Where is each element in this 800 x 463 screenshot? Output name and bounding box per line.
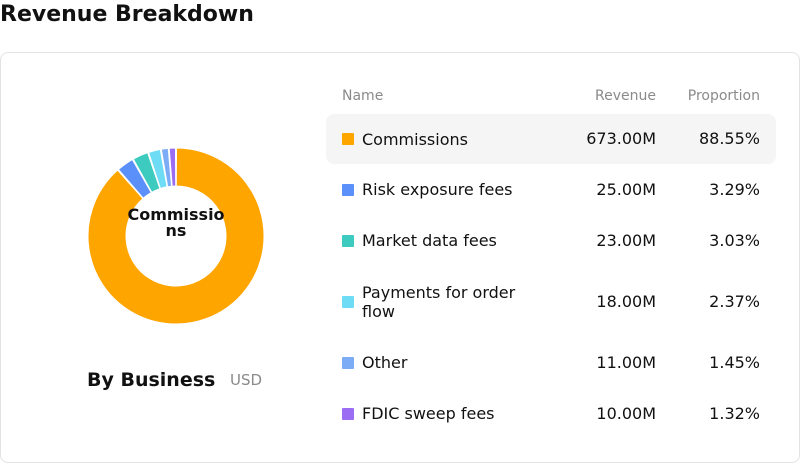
donut-slice-other[interactable]	[160, 147, 173, 188]
header-revenue: Revenue	[595, 88, 656, 104]
donut-chart: Commissions	[87, 147, 265, 325]
donut-svg	[87, 147, 265, 325]
header-proportion: Proportion	[687, 88, 760, 104]
legend-swatch	[342, 407, 354, 420]
row-name: Market data fees	[362, 231, 497, 250]
page-title: Revenue Breakdown	[0, 2, 254, 27]
table-row[interactable]: Payments for order flow 18.00M 2.37%	[326, 266, 776, 337]
legend-swatch	[342, 234, 354, 247]
donut-slice-commissions[interactable]	[87, 147, 265, 325]
row-revenue: 23.00M	[596, 230, 656, 250]
revenue-card: Commissions By Business USD Name Revenue…	[0, 52, 800, 463]
row-name: Payments for order flow	[362, 282, 516, 321]
donut-slice-fdic-sweep-fees[interactable]	[168, 147, 177, 187]
row-name: Risk exposure fees	[362, 180, 513, 199]
table-row[interactable]: Risk exposure fees 25.00M 3.29%	[326, 164, 776, 215]
row-revenue: 10.00M	[596, 403, 656, 423]
row-proportion: 1.32%	[709, 403, 760, 423]
row-revenue: 18.00M	[596, 291, 656, 311]
chart-caption: By Business	[87, 369, 216, 391]
breakdown-table: Name Revenue Proportion Commissions 673.0…	[326, 83, 776, 439]
donut-slice-market-data-fees[interactable]	[132, 152, 161, 193]
donut-center-label: Commissions	[127, 205, 225, 240]
row-proportion: 1.45%	[709, 352, 760, 372]
currency-label: USD	[230, 371, 263, 389]
row-proportion: 2.37%	[709, 291, 760, 311]
legend-swatch	[342, 183, 354, 196]
table-row[interactable]: Commissions 673.00M 88.55%	[326, 114, 776, 164]
donut-slice-payments-for-order-flow[interactable]	[147, 148, 168, 190]
row-revenue: 673.00M	[586, 129, 656, 148]
table-row[interactable]: Other 11.00M 1.45%	[326, 337, 776, 388]
row-revenue: 25.00M	[596, 179, 656, 199]
row-proportion: 3.03%	[709, 230, 760, 250]
table-header: Name Revenue Proportion	[326, 83, 776, 114]
table-row[interactable]: FDIC sweep fees 10.00M 1.32%	[326, 388, 776, 439]
row-name: FDIC sweep fees	[362, 404, 495, 423]
legend-swatch	[342, 295, 354, 308]
legend-swatch	[342, 356, 354, 369]
row-proportion: 88.55%	[698, 129, 760, 148]
donut-slice-risk-exposure-fees[interactable]	[117, 158, 152, 199]
row-name: Other	[362, 353, 408, 372]
table-body: Commissions 673.00M 88.55% Risk exposure fe…	[326, 114, 776, 439]
row-revenue: 11.00M	[596, 352, 656, 372]
table-row[interactable]: Market data fees 23.00M 3.03%	[326, 215, 776, 266]
row-proportion: 3.29%	[709, 179, 760, 199]
legend-swatch	[342, 133, 354, 145]
header-name: Name	[342, 88, 384, 104]
row-name: Commissions	[362, 129, 468, 149]
